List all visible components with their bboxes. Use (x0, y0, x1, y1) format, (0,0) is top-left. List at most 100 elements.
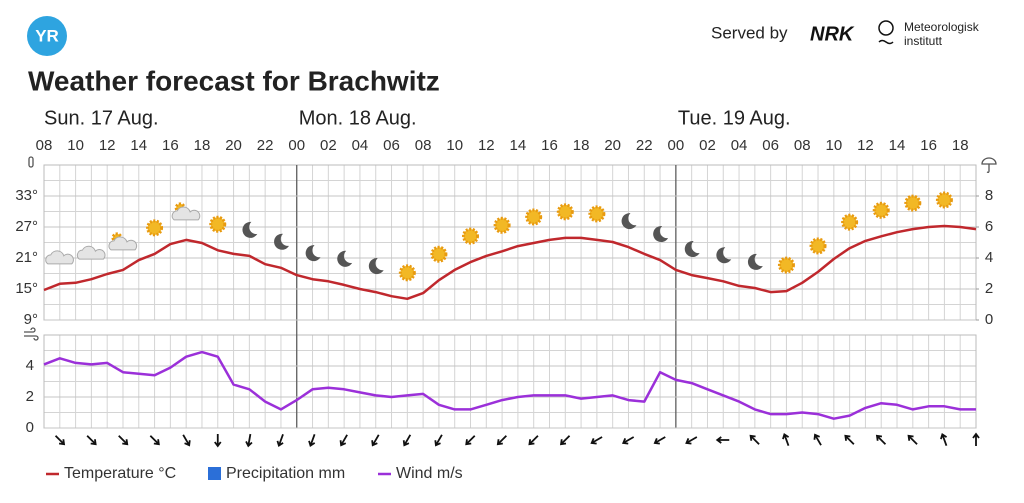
weather-icon (398, 264, 416, 282)
arrow (496, 435, 507, 446)
wind-arrow (86, 435, 97, 446)
y-tick-label: 21° (15, 249, 38, 266)
sun (904, 194, 922, 212)
x-tick-label: 08 (36, 137, 53, 154)
moon (274, 233, 289, 250)
sun (777, 256, 795, 274)
wind-arrow (402, 434, 412, 447)
x-tick-label: 16 (541, 137, 558, 154)
x-tick-label: 14 (510, 137, 527, 154)
chart-title: Weather forecast for Brachwitz (28, 65, 440, 96)
weather-icon (108, 232, 138, 251)
sun (493, 216, 511, 234)
y-tick-label: 27° (15, 218, 38, 235)
arrow (86, 435, 97, 446)
arrow (434, 434, 443, 447)
moon (684, 240, 700, 257)
weather-icon (462, 227, 480, 245)
sun (841, 213, 859, 231)
arrow (371, 434, 380, 447)
weather-icon (841, 213, 859, 231)
axis-icons (24, 156, 997, 341)
y2-tick-label: 6 (985, 218, 993, 235)
x-tick-label: 16 (920, 137, 937, 154)
x-tick-label: 04 (731, 137, 748, 154)
weather-icon (171, 202, 201, 221)
weather-icon (809, 237, 827, 255)
wind-arrow (434, 434, 443, 447)
weather-icon (525, 208, 543, 226)
x-tick-label: 18 (573, 137, 590, 154)
y-tick-label: 9° (24, 311, 38, 328)
x-tick-label: 08 (794, 137, 811, 154)
x-tick-label: 14 (889, 137, 906, 154)
x-tick-label: 06 (383, 137, 400, 154)
x-tick-label: 10 (67, 137, 84, 154)
x-tick-label: 12 (478, 137, 495, 154)
cloud (108, 236, 138, 251)
arrow (528, 435, 539, 446)
arrow (590, 436, 603, 445)
wind-arrow (653, 436, 666, 445)
x-tick-label: 22 (636, 137, 653, 154)
weather-icon (305, 245, 321, 262)
wind-arrow (308, 434, 316, 448)
weather-icon (274, 233, 289, 250)
x-tick-label: 20 (225, 137, 242, 154)
y2-tick-label: 8 (985, 187, 993, 204)
x-tick-label: 18 (194, 137, 211, 154)
thermometer-icon (28, 156, 34, 168)
sun (556, 203, 574, 221)
moon (337, 250, 353, 267)
x-tick-label: 02 (320, 137, 337, 154)
x-tick-label: 14 (130, 137, 147, 154)
wind-arrow (214, 434, 222, 448)
wind-arrow (528, 435, 539, 446)
wind-arrow (54, 435, 66, 446)
arrow (308, 434, 316, 448)
wind-arrow (371, 434, 380, 447)
weather-icon (556, 203, 574, 221)
cloud (45, 250, 74, 265)
sun (398, 264, 416, 282)
series-line (43, 350, 976, 420)
wind-arrow (182, 434, 191, 447)
x-tick-label: 12 (857, 137, 874, 154)
sun (872, 201, 890, 219)
moon (621, 213, 637, 230)
y2-tick-label: 0 (985, 311, 993, 328)
wind-arrow (118, 435, 129, 446)
arrow (118, 435, 129, 446)
sun (525, 208, 543, 226)
wind-arrow (749, 434, 760, 445)
x-tick-label: 08 (415, 137, 432, 154)
arrow (685, 436, 698, 445)
y-tick-label: 33° (15, 187, 38, 204)
day-label: Tue. 19 Aug. (678, 107, 791, 129)
y-tick-label: 4 (26, 357, 34, 374)
wind-arrow (907, 434, 918, 445)
wind-icon (24, 327, 39, 341)
moon (242, 221, 258, 238)
arrow (907, 434, 918, 445)
arrow (749, 434, 760, 445)
weather-icon (653, 226, 669, 243)
cloud (76, 245, 106, 260)
weather-icon (493, 216, 511, 234)
wind-arrow (972, 432, 980, 446)
weather-icon (747, 253, 763, 270)
x-tick-label: 10 (825, 137, 842, 154)
sun (430, 245, 448, 263)
x-tick-label: 00 (668, 137, 685, 154)
wind-arrow (844, 434, 855, 445)
series-line (43, 224, 977, 301)
weather-icon (716, 247, 732, 264)
sun (462, 227, 480, 245)
sun (935, 191, 953, 209)
arrow (245, 433, 253, 448)
arrow (54, 435, 66, 446)
y-tick-label: 0 (26, 419, 34, 436)
arrow (465, 435, 476, 446)
arrow (276, 434, 284, 448)
